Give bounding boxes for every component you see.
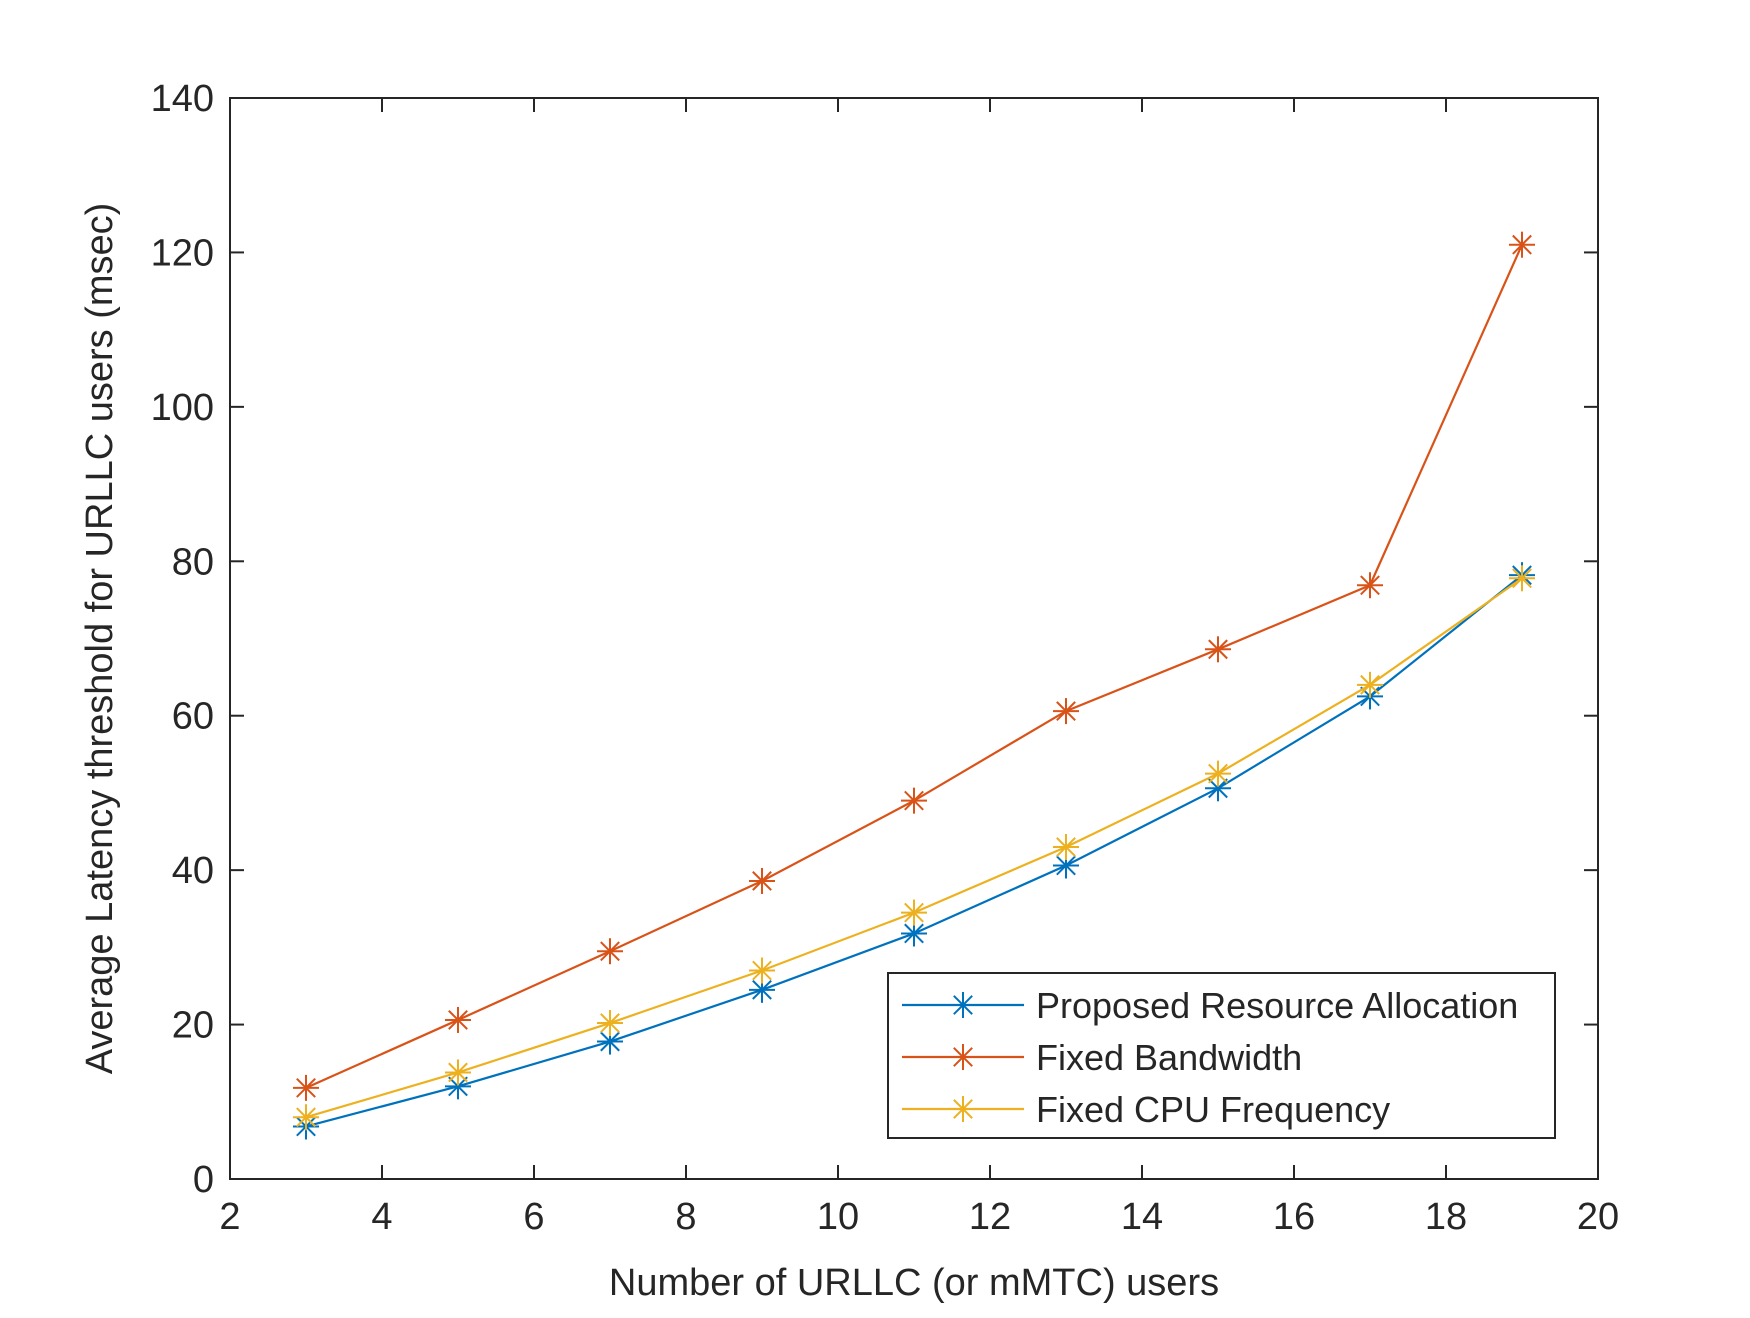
data-point (749, 867, 775, 894)
data-point (1053, 833, 1079, 860)
data-point (445, 1006, 471, 1033)
x-axis-label: Number of URLLC (or mMTC) users (609, 1262, 1219, 1304)
legend-marker (950, 992, 976, 1018)
x-tick-label: 14 (1121, 1196, 1163, 1238)
data-point (293, 1104, 319, 1131)
y-axis-label: Average Latency threshold for URLLC user… (79, 203, 121, 1075)
x-tick-label: 12 (969, 1196, 1011, 1238)
data-point (1357, 671, 1383, 698)
x-tick-label: 6 (523, 1196, 544, 1238)
data-point (749, 976, 775, 1003)
data-point (901, 899, 927, 926)
data-point (1509, 231, 1535, 258)
data-point (1357, 572, 1383, 599)
x-tick-label: 2 (219, 1196, 240, 1238)
data-point (901, 787, 927, 814)
x-tick-label: 20 (1577, 1196, 1619, 1238)
data-point (1053, 698, 1079, 725)
y-tick-label: 60 (172, 696, 214, 738)
axis-ticks: 2 4 6 8 10 12 14 16 18 20 0 20 40 60 80 100 120 140 (151, 78, 1620, 1238)
y-tick-label: 120 (151, 232, 214, 274)
series-2 (293, 565, 1535, 1131)
x-tick-label: 16 (1273, 1196, 1315, 1238)
data-point (1053, 852, 1079, 879)
series-layer (293, 231, 1535, 1140)
legend-entry: Fixed Bandwidth (902, 1037, 1302, 1078)
x-tick-label: 18 (1425, 1196, 1467, 1238)
x-tick-label: 4 (371, 1196, 392, 1238)
legend-marker (950, 1096, 976, 1122)
legend-entry: Fixed CPU Frequency (902, 1089, 1390, 1130)
y-tick-label: 20 (172, 1005, 214, 1047)
data-point (293, 1074, 319, 1101)
y-tick-label: 0 (193, 1159, 214, 1201)
y-tick-label: 80 (172, 541, 214, 583)
x-tick-label: 10 (817, 1196, 859, 1238)
series-1 (293, 231, 1535, 1101)
data-point (1509, 565, 1535, 592)
data-point (1205, 760, 1231, 787)
legend: Proposed Resource Allocation Fixed Bandwi… (887, 972, 1556, 1139)
data-point (445, 1059, 471, 1086)
legend-box (887, 972, 1556, 1139)
y-tick-label: 140 (151, 78, 214, 120)
data-point (597, 938, 623, 965)
legend-label: Fixed Bandwidth (1036, 1037, 1302, 1078)
legend-marker (950, 1044, 976, 1070)
legend-label: Fixed CPU Frequency (1036, 1089, 1390, 1130)
y-tick-label: 100 (151, 387, 214, 429)
y-tick-label: 40 (172, 850, 214, 892)
x-tick-label: 8 (675, 1196, 696, 1238)
legend-entry: Proposed Resource Allocation (902, 985, 1518, 1026)
data-point (597, 1010, 623, 1037)
data-point (445, 1073, 471, 1100)
legend-label: Proposed Resource Allocation (1036, 985, 1518, 1026)
data-point (749, 957, 775, 984)
data-point (1205, 636, 1231, 663)
